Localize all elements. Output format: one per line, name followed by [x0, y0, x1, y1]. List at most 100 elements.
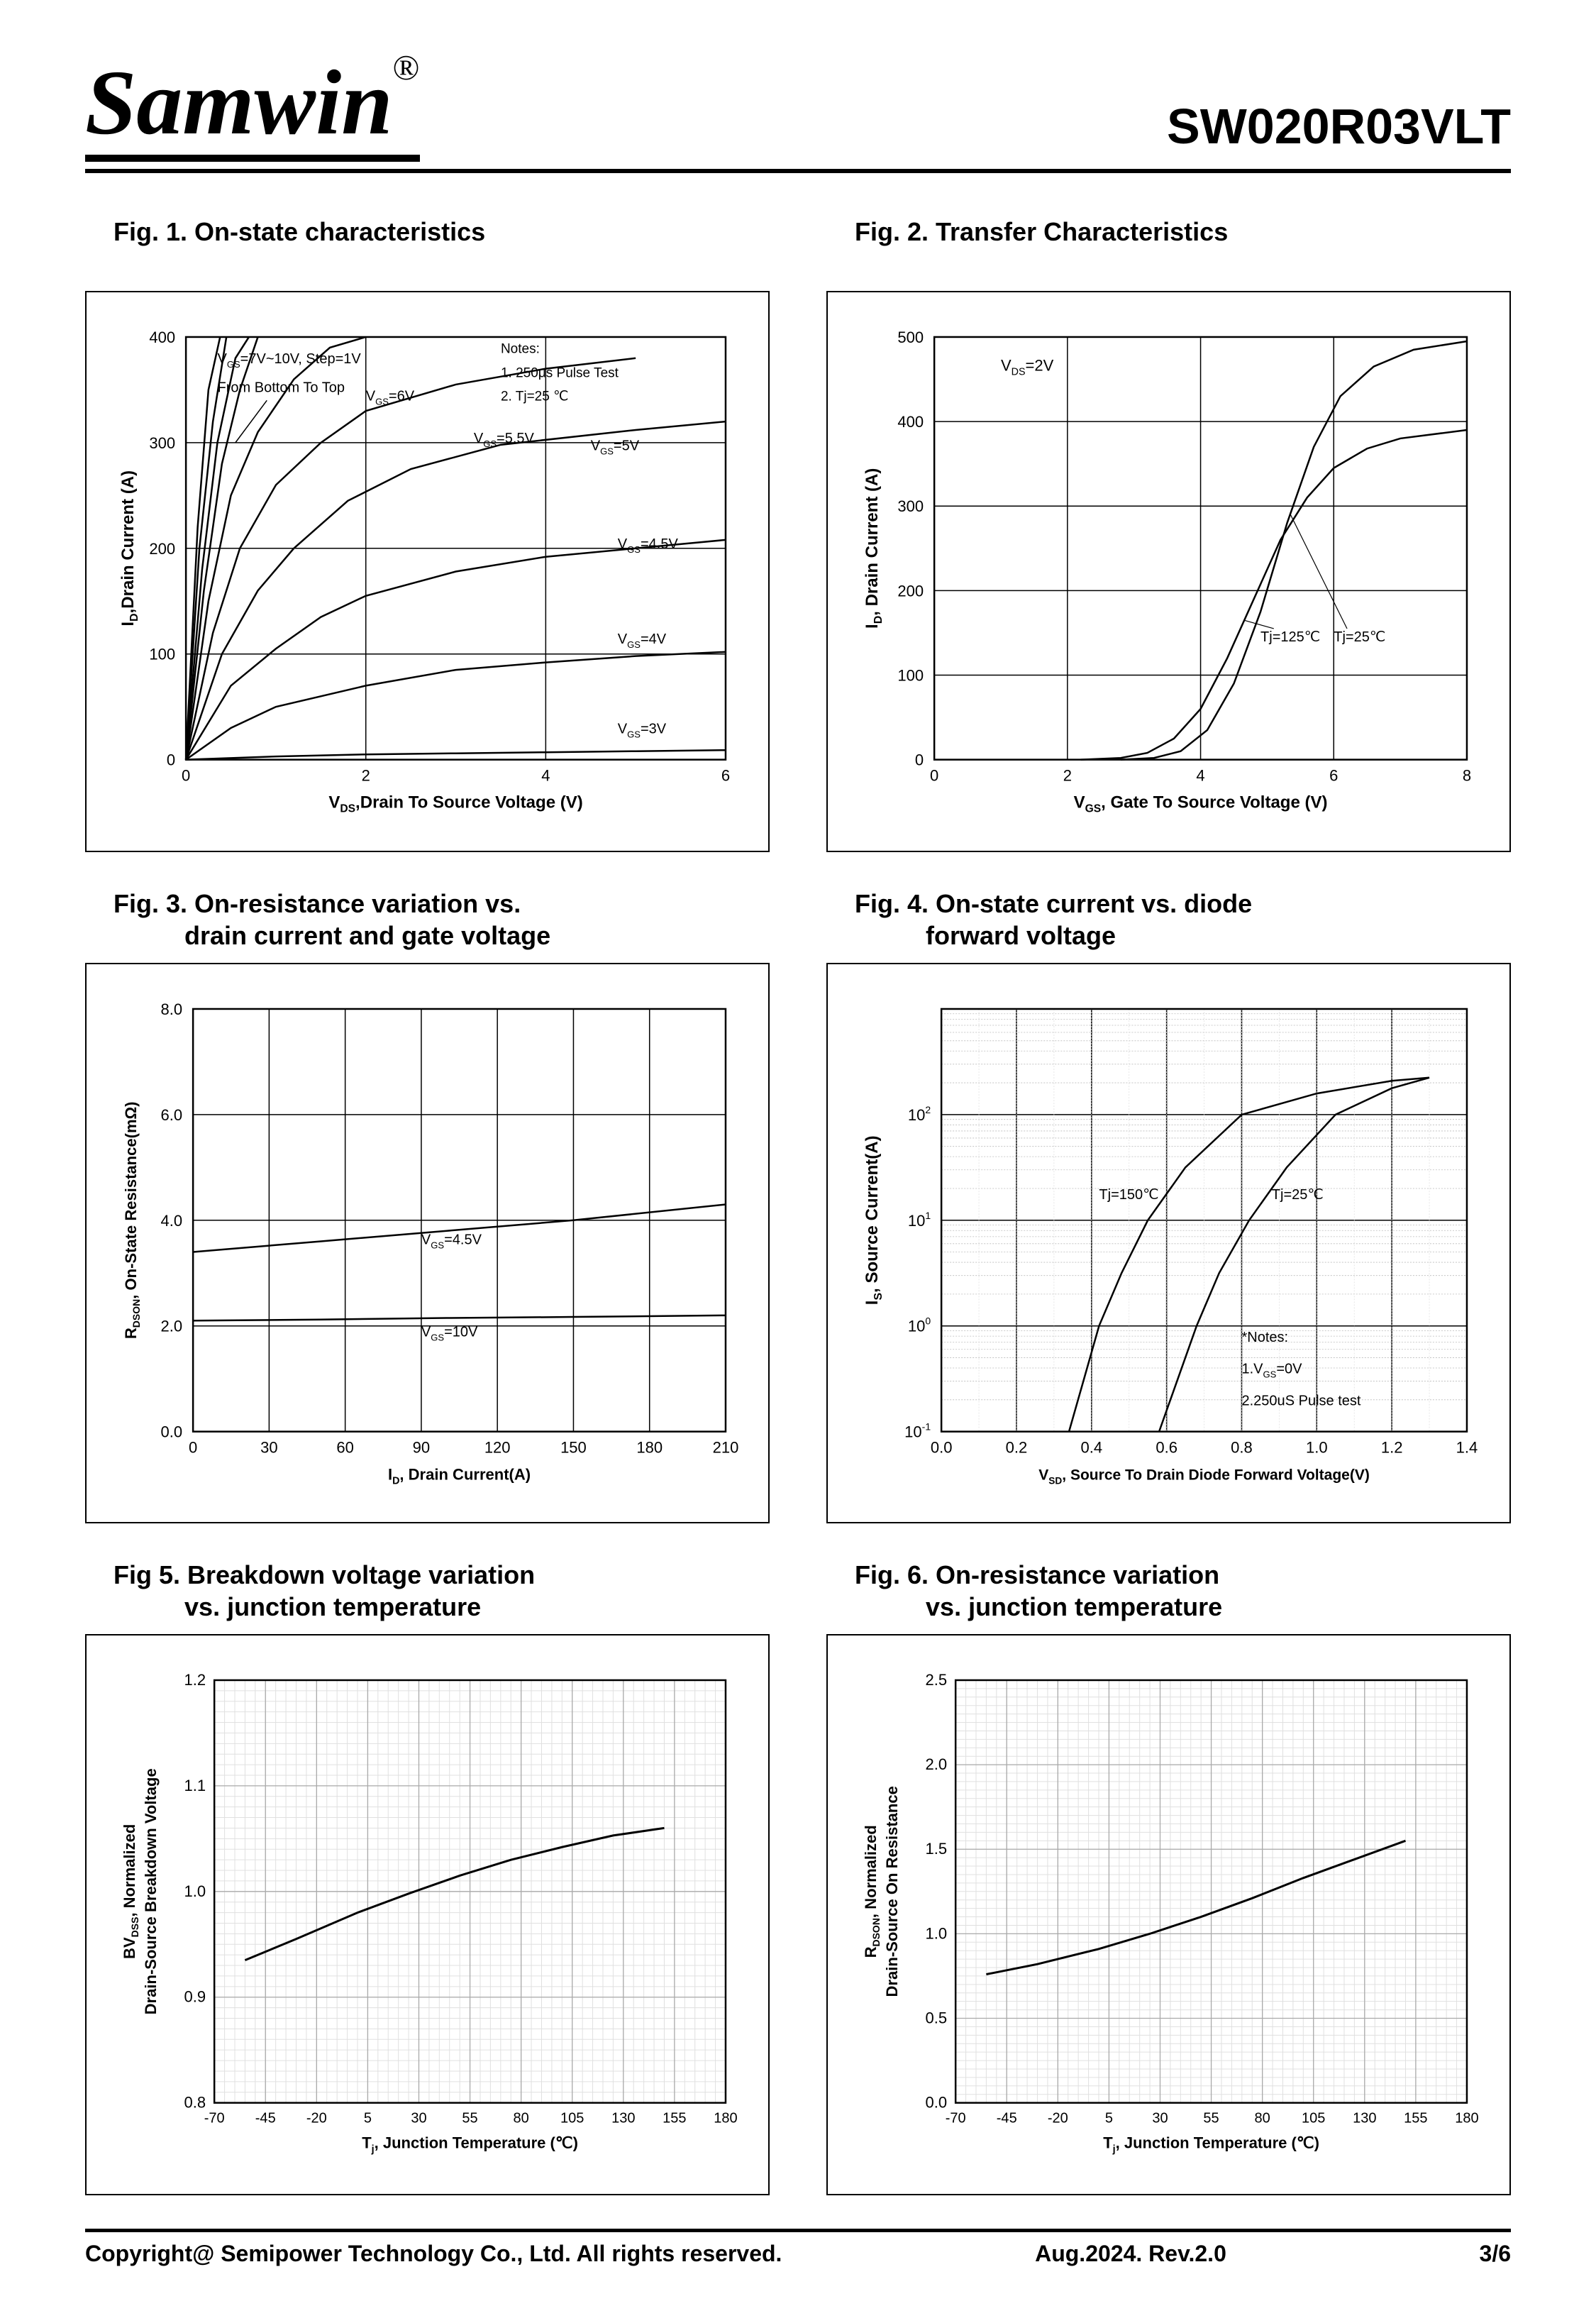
fig5-title: Fig 5. Breakdown voltage variation vs. j… — [85, 1559, 770, 1626]
fig6-cell: Fig. 6. On-resistance variation vs. junc… — [826, 1559, 1511, 2195]
svg-text:VGS=10V: VGS=10V — [421, 1324, 478, 1342]
page-num: 3/6 — [1480, 2241, 1511, 2267]
svg-text:6: 6 — [721, 767, 730, 785]
svg-text:180: 180 — [636, 1438, 663, 1456]
svg-text:1.VGS=0V: 1.VGS=0V — [1241, 1361, 1302, 1379]
svg-text:VDS,Drain To Source Voltage (V: VDS,Drain To Source Voltage (V) — [328, 793, 582, 815]
svg-text:4: 4 — [541, 767, 550, 785]
fig3-cell: Fig. 3. On-resistance variation vs. drai… — [85, 888, 770, 1524]
svg-text:0.2: 0.2 — [1006, 1438, 1028, 1456]
svg-text:-70: -70 — [946, 2111, 966, 2126]
svg-text:155: 155 — [663, 2111, 686, 2126]
svg-text:2.250uS Pulse test: 2.250uS Pulse test — [1241, 1393, 1361, 1408]
svg-text:400: 400 — [897, 413, 924, 431]
svg-text:0: 0 — [182, 767, 190, 785]
svg-text:1.2: 1.2 — [1381, 1438, 1403, 1456]
svg-text:0.8: 0.8 — [1231, 1438, 1253, 1456]
svg-text:8.0: 8.0 — [161, 1000, 183, 1018]
svg-text:VGS=4.5V: VGS=4.5V — [421, 1232, 482, 1250]
svg-text:0: 0 — [167, 751, 175, 769]
svg-text:300: 300 — [149, 434, 175, 452]
svg-text:130: 130 — [1353, 2111, 1376, 2126]
svg-text:100: 100 — [149, 646, 175, 663]
svg-text:200: 200 — [149, 540, 175, 558]
svg-text:8: 8 — [1463, 767, 1471, 785]
svg-text:1.0: 1.0 — [926, 1925, 948, 1943]
svg-text:80: 80 — [1255, 2111, 1270, 2126]
fig1-cell: Fig. 1. On-state characteristics 0246010… — [85, 216, 770, 852]
svg-text:ID, Drain Current (A): ID, Drain Current (A) — [863, 468, 885, 629]
svg-text:105: 105 — [560, 2111, 584, 2126]
svg-text:VGS=4V: VGS=4V — [618, 631, 667, 650]
svg-text:0.0: 0.0 — [931, 1438, 953, 1456]
svg-text:105: 105 — [1302, 2111, 1325, 2126]
svg-text:1.2: 1.2 — [184, 1671, 206, 1689]
svg-text:VGS=5V: VGS=5V — [591, 438, 640, 456]
svg-text:2. Tj=25 ℃: 2. Tj=25 ℃ — [501, 389, 569, 404]
svg-text:VGS, Gate To Source Voltage (: VGS, Gate To Source Voltage (V) — [1074, 793, 1328, 815]
svg-text:Tj, Junction Temperature (℃): Tj, Junction Temperature (℃) — [362, 2134, 578, 2156]
svg-text:Tj, Junction Temperature (℃): Tj, Junction Temperature (℃) — [1103, 2134, 1319, 2156]
svg-text:-20: -20 — [1048, 2111, 1068, 2126]
svg-text:5: 5 — [364, 2111, 372, 2126]
svg-text:150: 150 — [560, 1438, 587, 1456]
fig5-plot: -70-45-2053055801051301551800.80.91.01.1… — [85, 1634, 770, 2195]
svg-text:55: 55 — [462, 2111, 477, 2126]
svg-text:Drain-Source On Resistance: Drain-Source On Resistance — [883, 1786, 901, 1997]
svg-text:1.0: 1.0 — [1306, 1438, 1328, 1456]
svg-text:4.0: 4.0 — [161, 1211, 183, 1229]
page-footer: Copyright@ Semipower Technology Co., Ltd… — [85, 2229, 1511, 2267]
svg-text:55: 55 — [1203, 2111, 1219, 2126]
svg-text:0: 0 — [189, 1438, 197, 1456]
svg-text:Tj=150℃: Tj=150℃ — [1099, 1187, 1158, 1203]
fig4-cell: Fig. 4. On-state current vs. diode forwa… — [826, 888, 1511, 1524]
svg-text:30: 30 — [1152, 2111, 1168, 2126]
svg-text:Tj=25℃: Tj=25℃ — [1334, 629, 1385, 645]
fig2-cell: Fig. 2. Transfer Characteristics 0246801… — [826, 216, 1511, 852]
brand-logo: Samwin® — [85, 57, 420, 162]
figure-grid: Fig. 1. On-state characteristics 0246010… — [85, 216, 1511, 2195]
svg-text:VGS=5.5V: VGS=5.5V — [474, 431, 535, 449]
svg-text:0.6: 0.6 — [1156, 1438, 1177, 1456]
svg-text:-45: -45 — [997, 2111, 1017, 2126]
svg-text:RDSON, On-State Resistance(mΩ): RDSON, On-State Resistance(mΩ) — [122, 1101, 142, 1339]
svg-text:101: 101 — [908, 1209, 931, 1229]
svg-text:1.0: 1.0 — [184, 1882, 206, 1900]
svg-text:30: 30 — [411, 2111, 426, 2126]
fig3-plot: 03060901201501802100.02.04.06.08.0VGS=4.… — [85, 963, 770, 1524]
fig3-title: Fig. 3. On-resistance variation vs. drai… — [85, 888, 770, 954]
svg-text:400: 400 — [149, 329, 175, 346]
part-number: SW020R03VLT — [1167, 98, 1511, 162]
svg-text:ID, Drain Current(A): ID, Drain Current(A) — [388, 1465, 531, 1486]
fig1-title: Fig. 1. On-state characteristics — [85, 216, 770, 282]
svg-text:Tj=25℃: Tj=25℃ — [1272, 1187, 1324, 1203]
svg-text:60: 60 — [336, 1438, 354, 1456]
svg-text:5: 5 — [1105, 2111, 1113, 2126]
svg-text:0.0: 0.0 — [926, 2094, 948, 2112]
svg-text:1.1: 1.1 — [184, 1777, 206, 1794]
svg-text:180: 180 — [1455, 2111, 1478, 2126]
svg-text:102: 102 — [908, 1104, 931, 1124]
svg-text:6.0: 6.0 — [161, 1106, 183, 1124]
page-header: Samwin® SW020R03VLT — [85, 57, 1511, 173]
svg-text:120: 120 — [484, 1438, 511, 1456]
svg-text:6: 6 — [1329, 767, 1338, 785]
svg-text:2: 2 — [1063, 767, 1072, 785]
svg-text:155: 155 — [1404, 2111, 1427, 2126]
fig4-title: Fig. 4. On-state current vs. diode forwa… — [826, 888, 1511, 954]
svg-text:2.5: 2.5 — [926, 1671, 948, 1689]
registered-mark: ® — [393, 48, 420, 87]
fig4-plot: 0.00.20.40.60.81.01.21.410-1100101102Tj=… — [826, 963, 1511, 1524]
svg-text:From Bottom To Top: From Bottom To Top — [218, 380, 345, 395]
svg-text:130: 130 — [611, 2111, 635, 2126]
fig2-title: Fig. 2. Transfer Characteristics — [826, 216, 1511, 282]
svg-text:VGS=4.5V: VGS=4.5V — [618, 536, 679, 555]
svg-text:0: 0 — [930, 767, 938, 785]
fig5-cell: Fig 5. Breakdown voltage variation vs. j… — [85, 1559, 770, 2195]
svg-text:30: 30 — [260, 1438, 278, 1456]
svg-text:80: 80 — [514, 2111, 529, 2126]
svg-text:300: 300 — [897, 497, 924, 515]
svg-text:0.5: 0.5 — [926, 2009, 948, 2027]
svg-text:*Notes:: *Notes: — [1241, 1330, 1288, 1345]
svg-text:100: 100 — [897, 666, 924, 684]
